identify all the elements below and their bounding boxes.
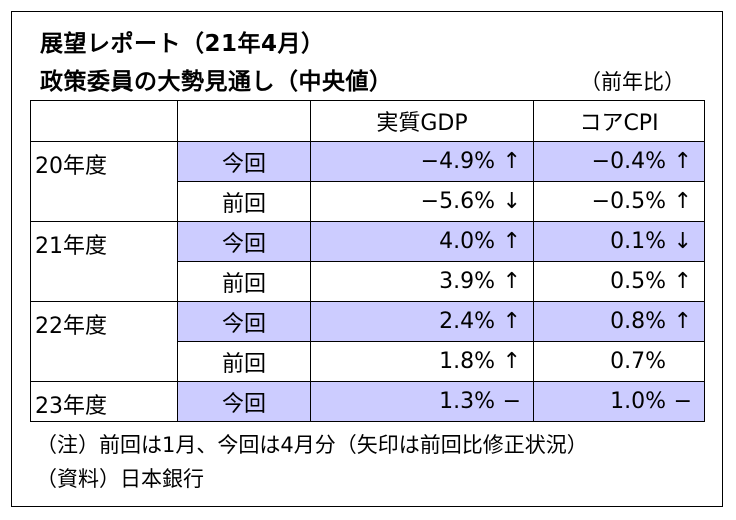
header-blank-kind — [177, 100, 311, 142]
cpi-cell: 0.1% ↓ — [533, 221, 705, 262]
gdp-value: 3.9% — [439, 269, 495, 294]
cpi-arrow: − — [673, 389, 692, 414]
cpi-value: 0.5% — [610, 269, 666, 294]
year-cell: 23年度 — [30, 381, 178, 422]
figure-frame — [11, 11, 723, 507]
gdp-arrow: ↑ — [502, 149, 521, 174]
gdp-value: 4.0% — [439, 229, 495, 254]
kind-cell: 今回 — [177, 141, 311, 182]
cpi-cell: 0.5% ↑ — [533, 261, 705, 302]
gdp-value: 1.8% — [439, 349, 495, 374]
cpi-arrow: ↓ — [673, 229, 692, 254]
kind-cell: 今回 — [177, 301, 311, 342]
gdp-value: 2.4% — [439, 309, 495, 334]
cpi-value: −0.5% — [591, 189, 666, 214]
kind-cell: 今回 — [177, 381, 311, 422]
cpi-cell: 1.0% − — [533, 381, 705, 422]
gdp-arrow: ↑ — [502, 349, 521, 374]
kind-cell: 前回 — [177, 341, 311, 382]
gdp-arrow: ↓ — [502, 189, 521, 214]
title-line-2: 政策委員の大勢見通し（中央値） — [40, 69, 393, 95]
gdp-cell: 4.0% ↑ — [310, 221, 534, 262]
header-blank-year — [30, 100, 178, 142]
gdp-value: −4.9% — [420, 149, 495, 174]
gdp-arrow: − — [502, 389, 521, 414]
cpi-arrow: ↑ — [673, 309, 692, 334]
gdp-cell: −5.6% ↓ — [310, 181, 534, 222]
kind-cell: 前回 — [177, 181, 311, 222]
gdp-cell: 3.9% ↑ — [310, 261, 534, 302]
cpi-value: 0.7% — [610, 349, 666, 374]
cpi-arrow: ↑ — [673, 269, 692, 294]
gdp-cell: 2.4% ↑ — [310, 301, 534, 342]
title-line-1: 展望レポート（21年4月） — [40, 31, 325, 57]
gdp-value: −5.6% — [420, 189, 495, 214]
gdp-arrow: ↑ — [502, 309, 521, 334]
forecast-table: 実質GDP コアCPI 20年度 今回 −4.9% ↑ −0.4% ↑ 前回 −5.… — [30, 100, 705, 422]
gdp-cell: −4.9% ↑ — [310, 141, 534, 182]
note-line: （注）前回は1月、今回は4月分（矢印は前回比修正状況） — [36, 433, 588, 457]
year-cell: 21年度 — [30, 221, 178, 302]
cpi-value: 0.1% — [610, 229, 666, 254]
unit-label: （前年比） — [580, 70, 685, 94]
table-row: 20年度 今回 −4.9% ↑ −0.4% ↑ — [30, 141, 705, 222]
cpi-arrow: ↑ — [673, 149, 692, 174]
header-gdp: 実質GDP — [310, 100, 534, 142]
cpi-cell: −0.5% ↑ — [533, 181, 705, 222]
gdp-cell: 1.3% − — [310, 381, 534, 422]
gdp-arrow: ↑ — [502, 229, 521, 254]
cpi-cell: −0.4% ↑ — [533, 141, 705, 182]
gdp-value: 1.3% — [439, 389, 495, 414]
cpi-value: 0.8% — [610, 309, 666, 334]
cpi-cell: 0.8% ↑ — [533, 301, 705, 342]
table-row: 前回 3.9% ↑ 0.5% ↑ — [31, 261, 705, 302]
header-cpi: コアCPI — [533, 100, 705, 142]
cpi-value: 1.0% — [610, 389, 666, 414]
kind-cell: 今回 — [177, 221, 311, 262]
year-cell: 22年度 — [30, 301, 178, 382]
cpi-cell: 0.7% — [533, 341, 705, 382]
gdp-arrow: ↑ — [502, 269, 521, 294]
notes: （注）前回は1月、今回は4月分（矢印は前回比修正状況） （資料）日本銀行 — [36, 428, 588, 496]
gdp-cell: 1.8% ↑ — [310, 341, 534, 382]
year-cell: 20年度 — [30, 141, 178, 222]
cpi-arrow: ↑ — [673, 189, 692, 214]
source-line: （資料）日本銀行 — [36, 467, 204, 491]
header-row: 実質GDP コアCPI — [30, 100, 705, 142]
table-row: 23年度 今回 1.3% − 1.0% − — [30, 381, 705, 422]
table-row: 22年度 今回 2.4% ↑ 0.8% ↑ — [30, 301, 705, 382]
table-row: 前回 −5.6% ↓ −0.5% ↑ — [31, 181, 705, 222]
kind-cell: 前回 — [177, 261, 311, 302]
cpi-value: −0.4% — [591, 149, 666, 174]
table-row: 21年度 今回 4.0% ↑ 0.1% ↓ — [30, 221, 705, 302]
